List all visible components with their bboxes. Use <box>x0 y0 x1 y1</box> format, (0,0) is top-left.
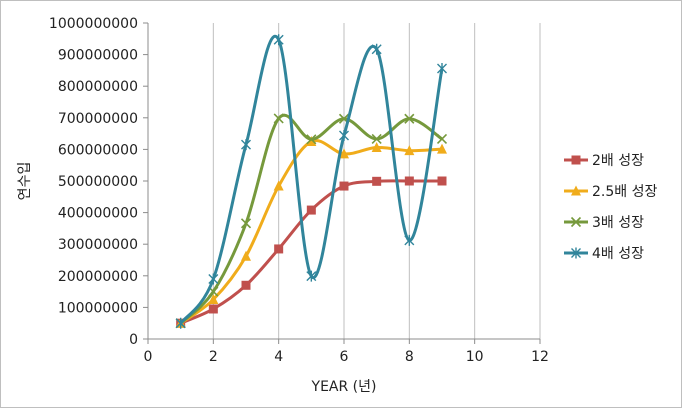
series-4 <box>175 34 447 329</box>
data-point <box>404 145 415 156</box>
legend: 2배 성장 2.5배 성장 3배 성장 4배 성장 <box>564 153 657 262</box>
data-point <box>404 176 414 186</box>
y-tick-label: 300000000 <box>58 237 138 253</box>
x-tick-label: 10 <box>466 349 484 365</box>
legend-entry: 3배 성장 <box>564 215 644 231</box>
x-tick-label: 8 <box>405 349 414 365</box>
legend-label: 4배 성장 <box>592 246 644 262</box>
y-tick-label: 1000000000 <box>49 16 138 32</box>
data-point <box>306 136 317 146</box>
data-point <box>273 180 284 191</box>
data-point <box>274 244 284 254</box>
data-point <box>208 294 219 304</box>
x-tick-label: 2 <box>209 349 218 365</box>
legend-marker <box>571 185 581 196</box>
data-point <box>273 113 284 124</box>
data-point <box>240 218 252 229</box>
data-point <box>273 34 284 46</box>
legend-entry: 2배 성장 <box>564 153 644 169</box>
data-point <box>437 176 447 186</box>
data-point <box>306 134 317 145</box>
data-point <box>339 129 349 141</box>
series-line <box>179 138 443 325</box>
data-point <box>241 280 251 290</box>
data-point <box>371 142 382 153</box>
legend-label: 2배 성장 <box>592 153 644 169</box>
series-layer <box>175 34 448 329</box>
y-tick-label: 500000000 <box>58 174 138 190</box>
data-point <box>241 250 251 261</box>
y-tick-label: 0 <box>129 332 138 348</box>
series-line <box>179 35 444 325</box>
legend-label: 3배 성장 <box>592 215 644 231</box>
x-axis-title: YEAR (년) <box>311 379 377 395</box>
y-tick-label: 900000000 <box>58 48 138 64</box>
y-tick-label: 800000000 <box>58 79 138 95</box>
legend-marker <box>571 247 581 259</box>
x-tick-label: 4 <box>274 349 283 365</box>
data-point <box>371 133 382 145</box>
data-point <box>208 304 218 314</box>
data-point <box>436 133 448 145</box>
data-point <box>372 176 382 186</box>
y-tick-label: 100000000 <box>58 300 138 316</box>
x-tick-label: 12 <box>531 349 549 365</box>
series-line <box>179 113 443 325</box>
data-point <box>306 270 317 282</box>
y-tick-label: 200000000 <box>58 269 138 285</box>
x-tick-label: 0 <box>144 349 153 365</box>
data-point <box>339 181 349 191</box>
legend-entry: 4배 성장 <box>564 246 644 262</box>
data-point <box>175 317 186 329</box>
data-point <box>371 43 382 55</box>
data-point <box>404 234 415 246</box>
legend-label: 2.5배 성장 <box>592 184 657 200</box>
y-axis-title: 연수입 <box>17 162 33 201</box>
grid-layer <box>212 23 541 339</box>
y-tick-label: 600000000 <box>58 142 138 158</box>
y-tick-label: 700000000 <box>58 111 138 127</box>
series-1 <box>176 176 447 328</box>
data-point <box>306 205 316 215</box>
legend-marker <box>571 155 581 165</box>
data-point <box>339 148 349 159</box>
y-tick-label: 400000000 <box>58 206 138 222</box>
axis-layer: 0 2 4 6 8 10 12 0 100000000 200000000 300000000 400… <box>49 16 549 365</box>
data-point <box>241 139 251 151</box>
data-point <box>208 273 219 285</box>
data-point <box>437 143 447 154</box>
x-tick-label: 6 <box>340 349 349 365</box>
legend-entry: 2.5배 성장 <box>564 184 657 200</box>
data-point <box>437 63 447 75</box>
legend-marker <box>570 216 582 228</box>
data-point <box>404 113 415 124</box>
